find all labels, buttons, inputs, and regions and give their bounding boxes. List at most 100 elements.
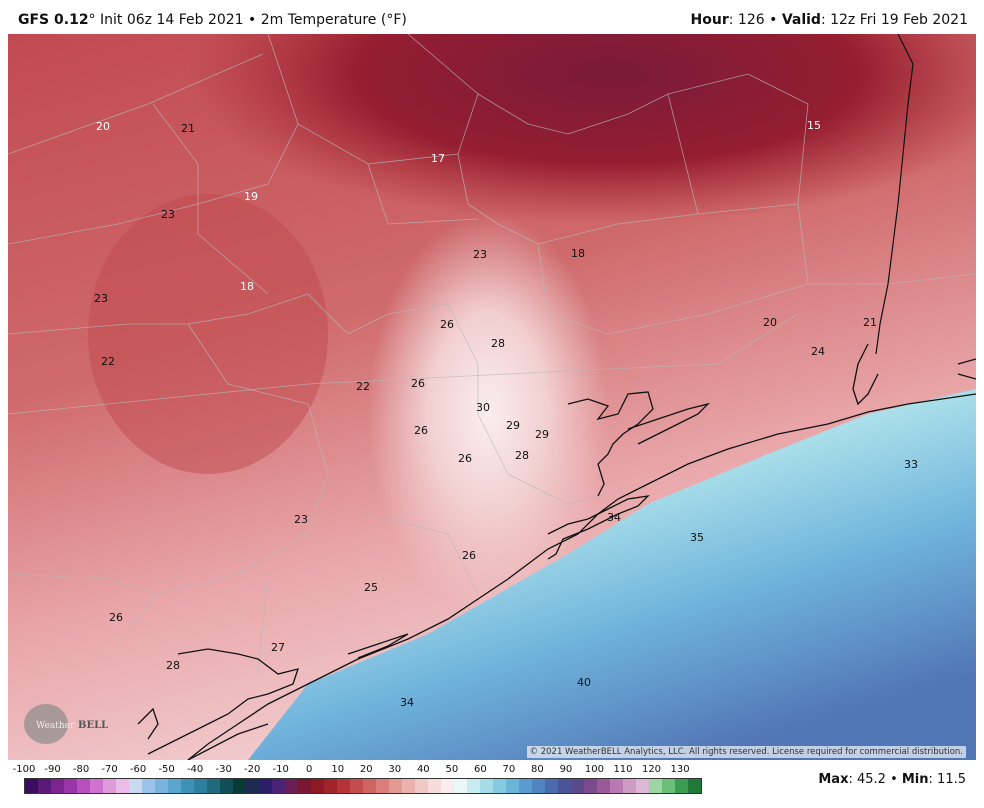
temperature-label: 34: [607, 511, 621, 524]
copyright-notice: © 2021 WeatherBELL Analytics, LLC. All r…: [526, 746, 966, 758]
svg-text:Weather: Weather: [36, 721, 75, 731]
scale-swatch: [519, 779, 532, 793]
temperature-label: 26: [440, 318, 454, 331]
header: GFS 0.12° Init 06z 14 Feb 2021 • 2m Temp…: [0, 0, 984, 34]
scale-swatch: [38, 779, 51, 793]
temperature-label: 23: [94, 292, 108, 305]
scale-tick-label: -80: [72, 764, 90, 775]
temperature-label: 28: [515, 449, 529, 462]
gulf-water: [248, 389, 976, 760]
scale-swatch: [246, 779, 259, 793]
scale-swatch: [688, 779, 701, 793]
header-left: GFS 0.12° Init 06z 14 Feb 2021 • 2m Temp…: [18, 12, 407, 28]
state-border: [875, 34, 914, 355]
scale-swatch: [324, 779, 337, 793]
weatherbell-logo: Weather BELL: [22, 698, 112, 748]
scale-swatch: [649, 779, 662, 793]
scale-swatch: [363, 779, 376, 793]
temperature-label: 29: [506, 419, 520, 432]
scale-swatch: [467, 779, 480, 793]
temperature-label: 40: [577, 676, 591, 689]
scale-swatch: [272, 779, 285, 793]
scale-swatch: [597, 779, 610, 793]
scale-swatch: [545, 779, 558, 793]
scale-swatch: [194, 779, 207, 793]
temperature-label: 29: [535, 428, 549, 441]
scale-tick-label: 50: [445, 764, 459, 775]
temperature-label: 21: [863, 316, 877, 329]
scale-tick-label: -70: [101, 764, 118, 775]
model-name: GFS 0.12: [18, 12, 89, 28]
scale-tick-label: -40: [186, 764, 204, 775]
temperature-label: 20: [763, 316, 777, 329]
map-canvas: [8, 34, 976, 760]
temperature-label: 34: [400, 696, 414, 709]
scale-swatch: [454, 779, 467, 793]
temperature-label: 33: [904, 458, 918, 471]
temperature-label: 26: [414, 424, 428, 437]
scale-swatch: [610, 779, 623, 793]
scale-swatch: [415, 779, 428, 793]
scale-swatch: [402, 779, 415, 793]
scale-swatch: [441, 779, 454, 793]
county-lines: [8, 34, 976, 675]
scale-tick-label: -30: [215, 764, 232, 775]
scale-swatch: [584, 779, 597, 793]
coastline: [137, 343, 976, 760]
svg-text:BELL: BELL: [78, 720, 108, 731]
cold-pocket-west: [88, 194, 328, 474]
init-text: ° Init 06z 14 Feb 2021 • 2m Temperature …: [88, 12, 407, 28]
temperature-label: 23: [294, 513, 308, 526]
scale-swatch: [480, 779, 493, 793]
scale-swatch: [90, 779, 103, 793]
scale-swatch: [623, 779, 636, 793]
color-scale: -100 -90 -80 -70 -60 -50 -40 -30 -20 -10 0 10 20 30 40…: [0, 760, 984, 808]
temperature-label: 26: [411, 377, 425, 390]
scale-swatch: [181, 779, 194, 793]
temperature-label: 24: [811, 345, 825, 358]
scale-swatch: [337, 779, 350, 793]
temperature-label: 17: [431, 152, 445, 165]
temperature-label: 23: [473, 248, 487, 261]
temperature-label: 25: [364, 581, 378, 594]
temperature-label: 28: [166, 659, 180, 672]
scale-swatch: [233, 779, 246, 793]
scale-tick-label: 120: [641, 764, 662, 775]
scale-swatch: [350, 779, 363, 793]
scale-swatch: [129, 779, 142, 793]
min-label: Min: [901, 772, 929, 787]
header-right: Hour: 126 • Valid: 12z Fri 19 Feb 2021: [691, 12, 968, 28]
scale-tick-label: 10: [331, 764, 345, 775]
hour-label: Hour: [690, 12, 729, 28]
weatherbell-logo-icon: Weather BELL: [24, 704, 108, 744]
scale-swatch: [506, 779, 519, 793]
temperature-labels: 20 21 17 15 19 23 23 18 18 23 26 20 21 28 24 22 22 26 30 29…: [94, 119, 918, 709]
temperature-label: 30: [476, 401, 490, 414]
scale-swatch: [298, 779, 311, 793]
scale-swatch: [428, 779, 441, 793]
temperature-label: 26: [109, 611, 123, 624]
scale-tick-label: 60: [473, 764, 487, 775]
scale-tick-label: 110: [613, 764, 633, 775]
scale-swatch: [558, 779, 571, 793]
temperature-label: 35: [690, 531, 704, 544]
valid-label: Valid: [781, 12, 821, 28]
scale-swatch: [571, 779, 584, 793]
scale-swatch: [675, 779, 688, 793]
scale-swatch: [220, 779, 233, 793]
temperature-label: 26: [462, 549, 476, 562]
temperature-label: 15: [807, 119, 821, 132]
scale-tick-label: 90: [559, 764, 573, 775]
temperature-label: 22: [101, 355, 115, 368]
scale-swatch: [168, 779, 181, 793]
scale-tick-label: -90: [44, 764, 61, 775]
temperature-map: 20 21 17 15 19 23 23 18 18 23 26 20 21 28 24 22 22 26 30 29…: [8, 34, 976, 760]
max-min: Max: 45.2 • Min: 11.5: [818, 772, 966, 787]
temperature-label: 27: [271, 641, 285, 654]
scale-swatch: [142, 779, 155, 793]
scale-tick-label: 20: [359, 764, 373, 775]
min-value: : 11.5: [928, 772, 966, 787]
scale-ticks: -100 -90 -80 -70 -60 -50 -40 -30 -20 -10 0 10 20 30 40…: [0, 764, 984, 778]
scale-swatch: [493, 779, 506, 793]
scale-swatch: [116, 779, 129, 793]
